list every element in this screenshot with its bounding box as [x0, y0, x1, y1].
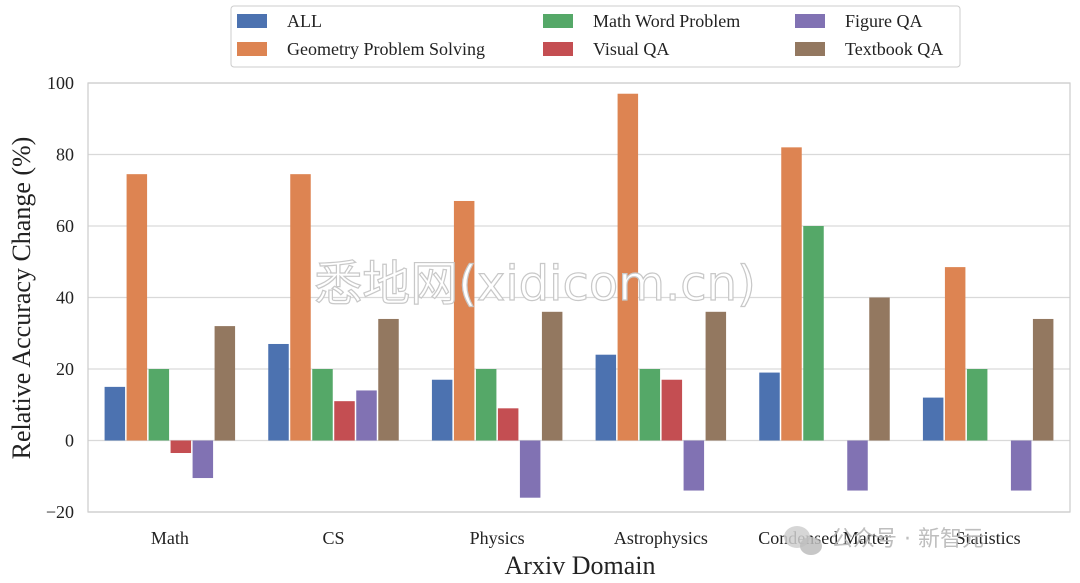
bar — [683, 440, 705, 491]
bar — [869, 297, 890, 441]
legend-label: ALL — [287, 11, 322, 31]
bar — [705, 311, 727, 441]
bar — [595, 354, 617, 441]
x-tick-label: Physics — [470, 528, 525, 548]
center-watermark: 悉地网(xidicom.cn) — [314, 256, 756, 312]
y-tick-label: 100 — [47, 73, 74, 93]
y-tick-label: 20 — [56, 359, 74, 379]
legend-swatch — [795, 42, 825, 56]
corner-watermark: 公众号 · 新智元 — [784, 526, 984, 555]
bars — [104, 93, 1054, 498]
bar — [1010, 440, 1032, 491]
bar — [661, 379, 683, 441]
y-tick-labels: −20 0 20 40 60 80 100 — [46, 73, 74, 522]
bar — [781, 147, 802, 441]
bar — [378, 318, 399, 441]
legend-swatch — [237, 14, 267, 28]
legend-label: Geometry Problem Solving — [287, 39, 485, 59]
y-tick-label: 80 — [56, 145, 74, 165]
bar — [356, 390, 377, 441]
bar — [431, 379, 453, 441]
bar — [170, 440, 192, 454]
bar — [617, 93, 639, 441]
bar — [1032, 318, 1054, 441]
bar — [475, 369, 497, 441]
plot-frame — [87, 82, 1071, 513]
bar — [944, 267, 966, 441]
x-tick-label: Astrophysics — [614, 528, 708, 548]
y-tick-label: 0 — [65, 431, 74, 451]
legend-label: Visual QA — [593, 39, 669, 59]
x-axis-label: Arxiv Domain — [505, 551, 656, 580]
svg-text:公众号 · 新智元: 公众号 · 新智元 — [831, 527, 984, 552]
bar — [922, 397, 944, 441]
bar — [148, 369, 170, 441]
legend-label: Figure QA — [845, 11, 923, 31]
legend-swatch — [795, 14, 825, 28]
bar — [847, 440, 868, 491]
wechat-icon — [784, 526, 822, 555]
bar — [126, 174, 148, 441]
x-tick-label: Statistics — [956, 528, 1021, 548]
bar — [334, 401, 355, 441]
bar — [639, 369, 661, 441]
y-tick-label: −20 — [46, 502, 74, 522]
x-tick-label: Math — [151, 528, 189, 548]
legend-swatch — [543, 42, 573, 56]
bar — [312, 369, 333, 441]
legend-swatch — [237, 42, 267, 56]
bar — [453, 200, 475, 441]
bar — [104, 386, 126, 441]
legend-frame — [230, 5, 961, 68]
x-tick-label: CS — [322, 528, 344, 548]
legend: ALL Geometry Problem Solving Math Word Pro… — [230, 5, 961, 68]
y-axis-label: Relative Accuracy Change (%) — [7, 137, 36, 460]
bar — [268, 343, 289, 441]
legend-label: Math Word Problem — [593, 11, 740, 31]
legend-swatch — [543, 14, 573, 28]
legend-label: Textbook QA — [845, 39, 943, 59]
bar — [541, 311, 563, 441]
bar — [214, 326, 236, 441]
bar — [759, 372, 780, 441]
bar — [519, 440, 541, 498]
y-tick-label: 40 — [56, 288, 74, 308]
bar — [290, 174, 311, 441]
bar — [497, 408, 519, 441]
y-tick-label: 60 — [56, 216, 74, 236]
bar — [966, 369, 988, 441]
bar — [192, 440, 214, 479]
bar — [803, 226, 824, 441]
